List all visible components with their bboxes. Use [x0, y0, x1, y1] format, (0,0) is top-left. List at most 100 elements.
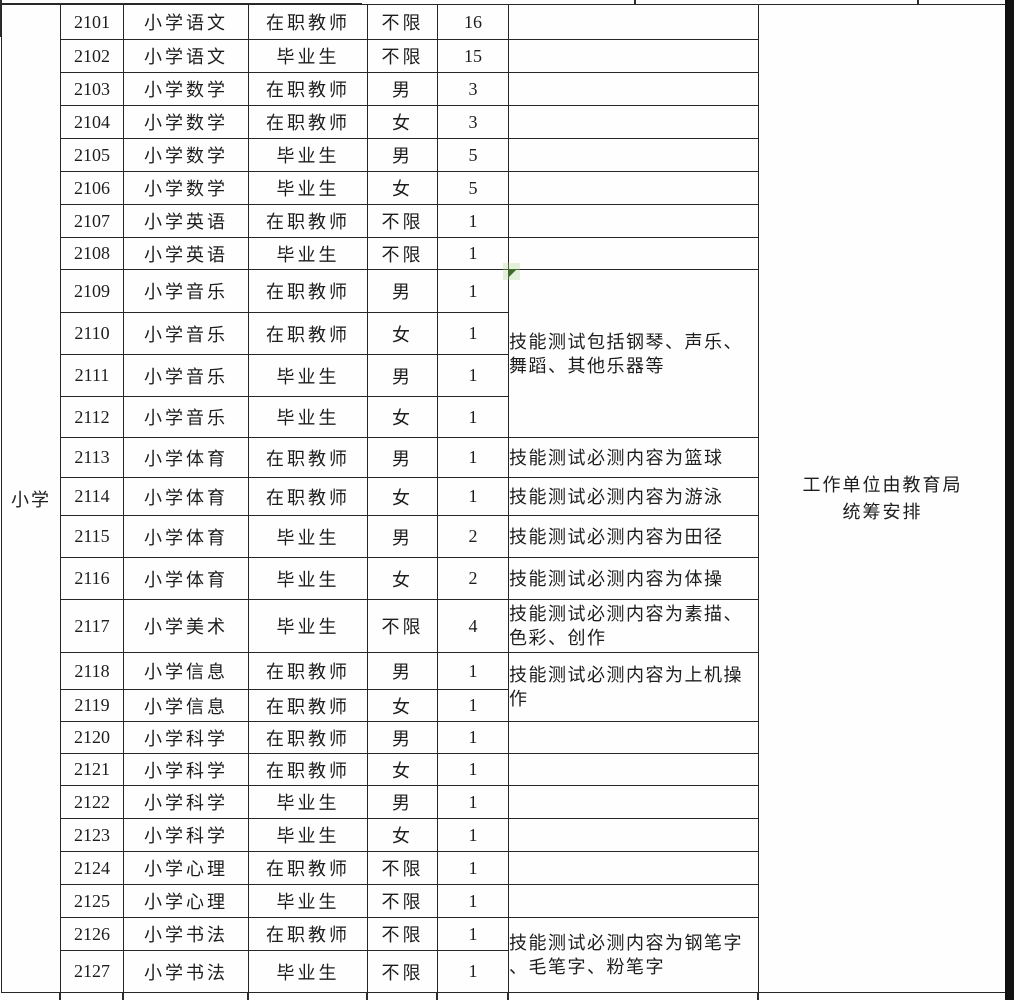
table-row: 2104 小学数学 在职教师 女 3: [2, 105, 1007, 139]
top-column-stub: [917, 0, 919, 5]
table-row: 2119 小学信息 在职教师 女 1: [2, 689, 1007, 722]
note-cell: [508, 39, 759, 73]
table-row: 2113 小学体育 在职教师 男 1 技能测试必测内容为篮球: [2, 437, 1007, 478]
section-cell: 小学: [1, 4, 61, 993]
gender-cell: 男: [367, 138, 438, 172]
type-cell: 毕业生: [248, 515, 368, 558]
count-cell: 16: [437, 4, 509, 40]
type-cell: 毕业生: [248, 557, 368, 600]
type-cell: 毕业生: [248, 599, 368, 653]
gender-cell: 男: [367, 269, 438, 313]
gender-cell: 不限: [367, 204, 438, 238]
count-cell: 1: [437, 785, 509, 819]
type-cell: 在职教师: [248, 312, 368, 355]
gender-cell: 女: [367, 557, 438, 600]
bottom-column-stub: [247, 993, 249, 1000]
count-cell: 2: [437, 557, 509, 600]
arrangement-cell: 工作单位由教育局 统筹安排: [758, 4, 1007, 993]
count-cell: 3: [437, 105, 509, 139]
subject-cell: 小学美术: [123, 599, 249, 653]
type-cell: 在职教师: [248, 105, 368, 139]
table-row: 2109 小学音乐 在职教师 男 1 技能测试包括钢琴、声乐、 舞蹈、其他乐器等: [2, 269, 1007, 438]
note-cell: [508, 138, 759, 172]
subject-cell: 小学信息: [123, 652, 249, 690]
table-row: 2107 小学英语 在职教师 不限 1: [2, 204, 1007, 238]
code-cell: 2126: [60, 917, 124, 951]
count-cell: 1: [437, 917, 509, 951]
note-cell: [508, 721, 759, 754]
count-cell: 1: [437, 721, 509, 754]
count-cell: 2: [437, 515, 509, 558]
subject-cell: 小学英语: [123, 237, 249, 270]
gender-cell: 女: [367, 689, 438, 722]
type-cell: 毕业生: [248, 354, 368, 397]
subject-cell: 小学科学: [123, 785, 249, 819]
subject-cell: 小学书法: [123, 917, 249, 951]
note-cell: [508, 753, 759, 786]
note-cell: [508, 237, 759, 270]
subject-cell: 小学科学: [123, 818, 249, 852]
count-cell: 3: [437, 72, 509, 106]
subject-cell: 小学体育: [123, 557, 249, 600]
gender-cell: 不限: [367, 599, 438, 653]
code-cell: 2122: [60, 785, 124, 819]
gender-cell: 男: [367, 72, 438, 106]
gender-cell: 不限: [367, 884, 438, 918]
note-cell: [508, 72, 759, 106]
note-cell-merged-calligraphy: 技能测试必测内容为钢笔字 、毛笔字、粉笔字: [508, 917, 759, 993]
type-cell: 在职教师: [248, 753, 368, 786]
code-cell: 2102: [60, 39, 124, 73]
subject-cell: 小学数学: [123, 138, 249, 172]
subject-cell: 小学体育: [123, 477, 249, 516]
subject-cell: 小学体育: [123, 515, 249, 558]
table-row: 2126 小学书法 在职教师 不限 1 技能测试必测内容为钢笔字 、毛笔字、粉笔…: [2, 917, 1007, 993]
count-cell: 1: [437, 950, 509, 993]
gender-cell: 女: [367, 105, 438, 139]
code-cell: 2124: [60, 851, 124, 885]
cell-corner-marker-icon: [509, 269, 517, 277]
code-cell: 2110: [60, 312, 124, 355]
gender-cell: 男: [367, 515, 438, 558]
code-cell: 2109: [60, 269, 124, 313]
subject-cell: 小学数学: [123, 171, 249, 205]
note-cell: [508, 785, 759, 819]
note-cell-merged-music: 技能测试包括钢琴、声乐、 舞蹈、其他乐器等: [508, 269, 759, 438]
subject-cell: 小学语文: [123, 39, 249, 73]
gender-cell: 不限: [367, 851, 438, 885]
note-cell: [508, 884, 759, 918]
table-row: 2116 小学体育 毕业生 女 2 技能测试必测内容为体操: [2, 557, 1007, 600]
gender-cell: 女: [367, 396, 438, 438]
table-row: 2105 小学数学 毕业生 男 5: [2, 138, 1007, 172]
subject-cell: 小学数学: [123, 72, 249, 106]
subject-cell: 小学书法: [123, 950, 249, 993]
code-cell: 2119: [60, 689, 124, 722]
code-cell: 2112: [60, 396, 124, 438]
table-row: 2115 小学体育 毕业生 男 2 技能测试必测内容为田径: [2, 515, 1007, 558]
table-row: 2118 小学信息 在职教师 男 1 技能测试必测内容为上机操 作: [2, 652, 1007, 722]
right-edge-scan-bar: [1005, 0, 1014, 1000]
gender-cell: 男: [367, 785, 438, 819]
code-cell: 2103: [60, 72, 124, 106]
type-cell: 在职教师: [248, 4, 368, 40]
note-cell: 技能测试必测内容为素描、 色彩、创作: [508, 599, 759, 653]
type-cell: 在职教师: [248, 721, 368, 754]
gender-cell: 不限: [367, 917, 438, 951]
bottom-column-stub: [757, 993, 759, 1000]
type-cell: 在职教师: [248, 851, 368, 885]
note-cell: [508, 818, 759, 852]
note-cell: [508, 851, 759, 885]
type-cell: 毕业生: [248, 785, 368, 819]
count-cell: 1: [437, 237, 509, 270]
bottom-column-stub: [436, 993, 438, 1000]
gender-cell: 女: [367, 753, 438, 786]
count-cell: 1: [437, 437, 509, 478]
note-cell: 技能测试必测内容为体操: [508, 557, 759, 600]
subject-cell: 小学音乐: [123, 354, 249, 397]
code-cell: 2114: [60, 477, 124, 516]
gender-cell: 女: [367, 818, 438, 852]
count-cell: 1: [437, 354, 509, 397]
count-cell: 1: [437, 689, 509, 722]
note-cell: [508, 171, 759, 205]
subject-cell: 小学信息: [123, 689, 249, 722]
code-cell: 2117: [60, 599, 124, 653]
